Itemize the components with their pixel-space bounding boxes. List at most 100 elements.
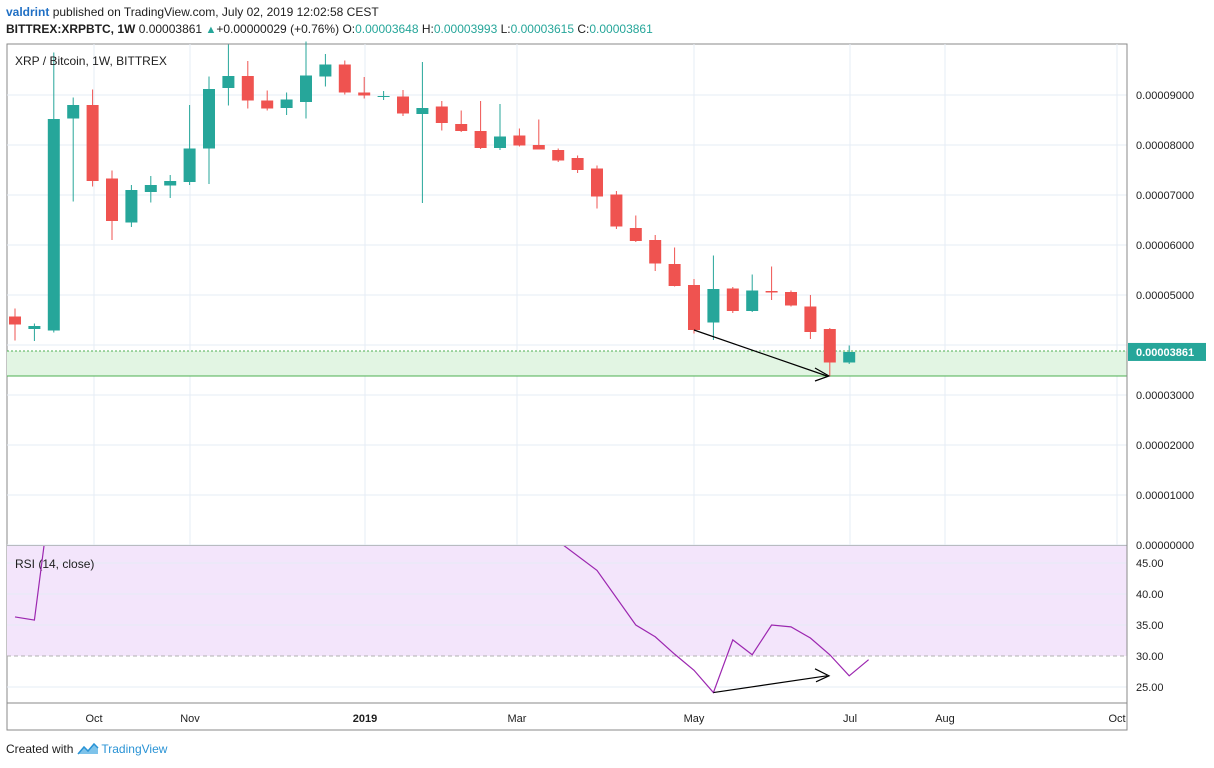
candle-body bbox=[765, 291, 778, 293]
last-price-label: 0.00003861 bbox=[1136, 347, 1194, 359]
publish-text: published on TradingView.com, July 02, 2… bbox=[52, 5, 379, 19]
change-value: +0.00000029 (+0.76%) bbox=[216, 22, 340, 36]
time-axis bbox=[6, 702, 1128, 731]
candle bbox=[823, 328, 836, 376]
candle-body bbox=[823, 329, 836, 363]
price-tick-label: 0.00000000 bbox=[1136, 540, 1194, 552]
rsi-line-early bbox=[14, 546, 45, 621]
price-tick-label: 0.00007000 bbox=[1136, 190, 1194, 202]
candle bbox=[474, 101, 487, 149]
last-price: 0.00003861 bbox=[138, 22, 203, 36]
candle-body bbox=[144, 185, 157, 192]
candle bbox=[435, 101, 448, 131]
candle bbox=[707, 255, 720, 340]
candle bbox=[222, 44, 235, 106]
candle-body bbox=[843, 352, 856, 363]
low-label: L: bbox=[500, 22, 511, 36]
candle bbox=[280, 92, 293, 115]
candle-body bbox=[552, 150, 565, 161]
candle-body bbox=[571, 158, 584, 170]
candle-body bbox=[86, 105, 99, 181]
symbol-label: BITTREX:XRPBTC, 1W bbox=[6, 22, 136, 36]
low-value: 0.00003615 bbox=[510, 22, 575, 36]
last-price-badge bbox=[1128, 342, 1206, 361]
candle-body bbox=[203, 89, 215, 149]
footer: Created with TradingView bbox=[6, 742, 167, 756]
rsi-line bbox=[563, 546, 869, 694]
author-link[interactable]: valdrint bbox=[6, 5, 50, 19]
chart-title: XRP / Bitcoin, 1W, BITTREX bbox=[15, 54, 167, 68]
candle bbox=[144, 176, 157, 203]
candle bbox=[765, 266, 778, 300]
tradingview-brand-link[interactable]: TradingView bbox=[101, 742, 168, 756]
candle bbox=[9, 308, 21, 341]
candle bbox=[668, 247, 681, 287]
time-label: May bbox=[684, 713, 705, 725]
candle-body bbox=[668, 264, 681, 286]
candle bbox=[726, 287, 739, 313]
candle bbox=[338, 60, 351, 95]
candle-body bbox=[591, 168, 603, 197]
candle-body bbox=[785, 292, 797, 306]
high-value: 0.00003993 bbox=[433, 22, 498, 36]
candle bbox=[183, 105, 196, 185]
candle-body bbox=[746, 290, 759, 311]
time-label: 2019 bbox=[353, 713, 377, 725]
candle bbox=[319, 54, 332, 87]
candle-body bbox=[649, 240, 662, 264]
candle-body bbox=[377, 96, 390, 97]
rsi-tick-label: 45.00 bbox=[1136, 558, 1164, 570]
candle bbox=[494, 104, 506, 150]
candle bbox=[377, 91, 390, 100]
candle-body bbox=[67, 105, 80, 119]
candle-body bbox=[280, 99, 293, 108]
candle-body bbox=[47, 119, 60, 331]
time-label: Nov bbox=[180, 713, 200, 725]
candle bbox=[106, 170, 118, 240]
candle-body bbox=[494, 136, 506, 148]
candle bbox=[164, 175, 177, 198]
candle-body bbox=[222, 76, 235, 88]
candle bbox=[86, 89, 99, 187]
candle-body bbox=[241, 76, 254, 101]
price-tick-label: 0.00008000 bbox=[1136, 140, 1194, 152]
high-label: H: bbox=[421, 22, 434, 36]
close-label: C: bbox=[577, 22, 590, 36]
candle bbox=[649, 235, 662, 271]
rsi-tick-label: 30.00 bbox=[1136, 651, 1164, 663]
candle bbox=[513, 128, 526, 147]
candle-body bbox=[397, 96, 409, 114]
candle bbox=[416, 62, 429, 203]
candle-body bbox=[106, 178, 118, 221]
candle bbox=[785, 290, 797, 307]
candle-body bbox=[416, 108, 429, 114]
created-with-text: Created with bbox=[6, 742, 74, 756]
candle-body bbox=[707, 289, 720, 323]
rsi-band bbox=[7, 546, 1127, 656]
rsi-tick-label: 35.00 bbox=[1136, 620, 1164, 632]
rsi-arrow-head bbox=[814, 668, 831, 683]
candle-body bbox=[726, 288, 739, 311]
candle bbox=[532, 119, 545, 150]
tradingview-logo-icon bbox=[77, 742, 99, 755]
candle bbox=[571, 155, 584, 173]
close-value: 0.00003861 bbox=[589, 22, 653, 36]
support-zone bbox=[7, 351, 1127, 376]
candle bbox=[591, 165, 603, 209]
rsi-tick-label: 40.00 bbox=[1136, 589, 1164, 601]
open-label: O: bbox=[342, 22, 356, 36]
rsi-tick-label: 25.00 bbox=[1136, 682, 1164, 694]
price-tick-label: 0.00009000 bbox=[1136, 90, 1194, 102]
candle bbox=[47, 52, 60, 333]
candle bbox=[397, 90, 409, 116]
candle-body bbox=[474, 131, 487, 148]
candle-body bbox=[319, 64, 332, 77]
candle-body bbox=[435, 106, 448, 123]
candle bbox=[358, 77, 371, 99]
candle bbox=[300, 41, 312, 119]
candle bbox=[610, 191, 623, 229]
chart-canvas[interactable]: 0.00009000 0.00008000 0.00007000 0.00006000… bbox=[0, 0, 1214, 740]
candle bbox=[688, 279, 700, 334]
price-tick-label: 0.00006000 bbox=[1136, 240, 1194, 252]
candle-body bbox=[300, 75, 312, 102]
